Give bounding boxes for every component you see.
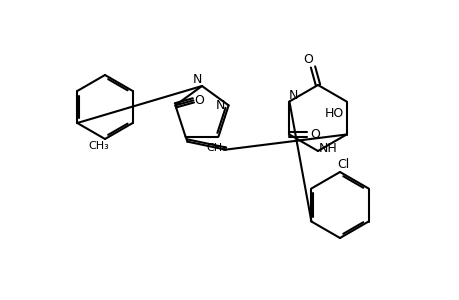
Text: O: O bbox=[194, 94, 204, 107]
Text: HO: HO bbox=[324, 107, 343, 120]
Text: N: N bbox=[192, 73, 201, 85]
Text: CH₃: CH₃ bbox=[89, 141, 109, 151]
Text: N: N bbox=[215, 99, 225, 112]
Text: O: O bbox=[302, 52, 312, 65]
Text: CH₃: CH₃ bbox=[206, 143, 226, 153]
Text: Cl: Cl bbox=[336, 158, 348, 170]
Text: O: O bbox=[310, 128, 319, 141]
Text: NH: NH bbox=[318, 142, 336, 154]
Text: N: N bbox=[288, 89, 297, 102]
